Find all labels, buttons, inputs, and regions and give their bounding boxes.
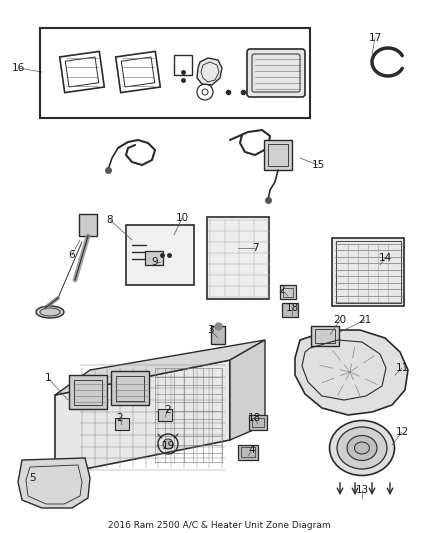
Bar	[249, 415, 267, 430]
Text: 18: 18	[247, 413, 261, 423]
Polygon shape	[55, 340, 265, 395]
FancyBboxPatch shape	[247, 49, 305, 97]
Text: 3: 3	[207, 325, 213, 335]
Bar	[332, 238, 404, 306]
Circle shape	[163, 439, 173, 449]
Bar	[207, 217, 269, 299]
Bar	[116, 51, 160, 93]
Circle shape	[396, 296, 404, 304]
Circle shape	[396, 243, 404, 251]
Text: 2: 2	[117, 413, 124, 423]
Bar	[268, 144, 288, 166]
Bar	[158, 409, 172, 421]
Bar	[174, 55, 192, 75]
Bar	[311, 326, 339, 346]
Text: 19: 19	[161, 441, 175, 451]
Bar	[211, 326, 225, 344]
Polygon shape	[230, 340, 265, 440]
Text: 21: 21	[358, 315, 371, 325]
Text: 5: 5	[28, 473, 35, 483]
Text: 8: 8	[107, 215, 113, 225]
Text: 17: 17	[368, 33, 381, 43]
Polygon shape	[55, 360, 230, 475]
Bar	[116, 376, 144, 400]
Bar	[264, 140, 292, 170]
Polygon shape	[197, 58, 222, 85]
Bar	[79, 214, 97, 236]
Text: 2: 2	[279, 285, 285, 295]
Text: 14: 14	[378, 253, 392, 263]
Circle shape	[334, 296, 342, 304]
Text: 16: 16	[11, 63, 25, 73]
Bar	[60, 51, 104, 93]
Bar	[252, 417, 264, 426]
Text: 9: 9	[152, 257, 158, 267]
Text: 2: 2	[165, 405, 171, 415]
Text: 4: 4	[249, 445, 255, 455]
Text: 1: 1	[45, 373, 51, 383]
Ellipse shape	[354, 442, 370, 454]
Text: 13: 13	[355, 485, 369, 495]
Polygon shape	[295, 330, 408, 415]
Bar	[145, 251, 163, 265]
Bar	[40, 28, 310, 118]
Text: 10: 10	[176, 213, 189, 223]
Bar	[121, 57, 155, 87]
Bar	[336, 241, 400, 303]
Polygon shape	[18, 458, 90, 508]
Bar	[126, 225, 194, 285]
Bar	[283, 287, 293, 296]
Text: 20: 20	[333, 315, 346, 325]
Ellipse shape	[347, 435, 377, 461]
Bar	[241, 447, 255, 457]
Bar	[115, 418, 129, 430]
Bar	[315, 329, 335, 343]
Circle shape	[334, 243, 342, 251]
Text: 18: 18	[286, 303, 299, 313]
Text: 7: 7	[252, 243, 258, 253]
Text: 11: 11	[396, 363, 409, 373]
Bar	[74, 379, 102, 405]
Ellipse shape	[36, 306, 64, 318]
Bar	[69, 375, 107, 409]
Bar	[238, 445, 258, 459]
Ellipse shape	[329, 421, 395, 475]
Bar	[111, 371, 149, 405]
Bar	[65, 57, 99, 87]
Ellipse shape	[337, 427, 387, 469]
Text: 15: 15	[311, 160, 325, 170]
Text: 12: 12	[396, 427, 409, 437]
Text: 6: 6	[69, 250, 75, 260]
Bar	[282, 303, 298, 317]
Text: 2016 Ram 2500 A/C & Heater Unit Zone Diagram: 2016 Ram 2500 A/C & Heater Unit Zone Dia…	[108, 521, 330, 529]
Bar	[280, 285, 296, 299]
